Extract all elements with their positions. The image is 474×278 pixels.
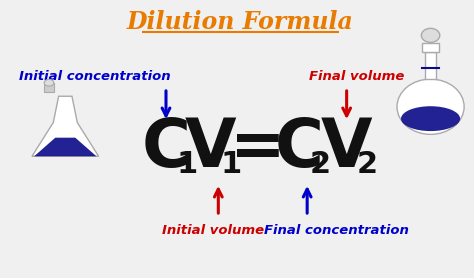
PathPatch shape bbox=[34, 138, 96, 156]
Text: 1: 1 bbox=[176, 150, 197, 178]
Ellipse shape bbox=[44, 80, 54, 86]
Text: 2: 2 bbox=[357, 150, 378, 178]
FancyBboxPatch shape bbox=[425, 51, 437, 79]
Text: V: V bbox=[321, 115, 373, 181]
Text: Dilution Formula: Dilution Formula bbox=[127, 10, 354, 34]
FancyBboxPatch shape bbox=[422, 43, 439, 51]
Text: 1: 1 bbox=[220, 150, 242, 178]
Text: Final volume: Final volume bbox=[309, 70, 404, 83]
Text: V: V bbox=[184, 115, 236, 181]
Text: Final concentration: Final concentration bbox=[264, 224, 409, 237]
Text: C: C bbox=[142, 115, 191, 181]
Text: Initial concentration: Initial concentration bbox=[19, 70, 171, 83]
PathPatch shape bbox=[32, 96, 99, 156]
Text: 2: 2 bbox=[310, 150, 330, 178]
Text: C: C bbox=[275, 115, 324, 181]
Text: =: = bbox=[230, 115, 286, 181]
Ellipse shape bbox=[401, 106, 460, 131]
Ellipse shape bbox=[397, 79, 464, 134]
FancyBboxPatch shape bbox=[44, 83, 54, 92]
Text: Initial volume: Initial volume bbox=[162, 224, 264, 237]
Ellipse shape bbox=[421, 28, 440, 42]
